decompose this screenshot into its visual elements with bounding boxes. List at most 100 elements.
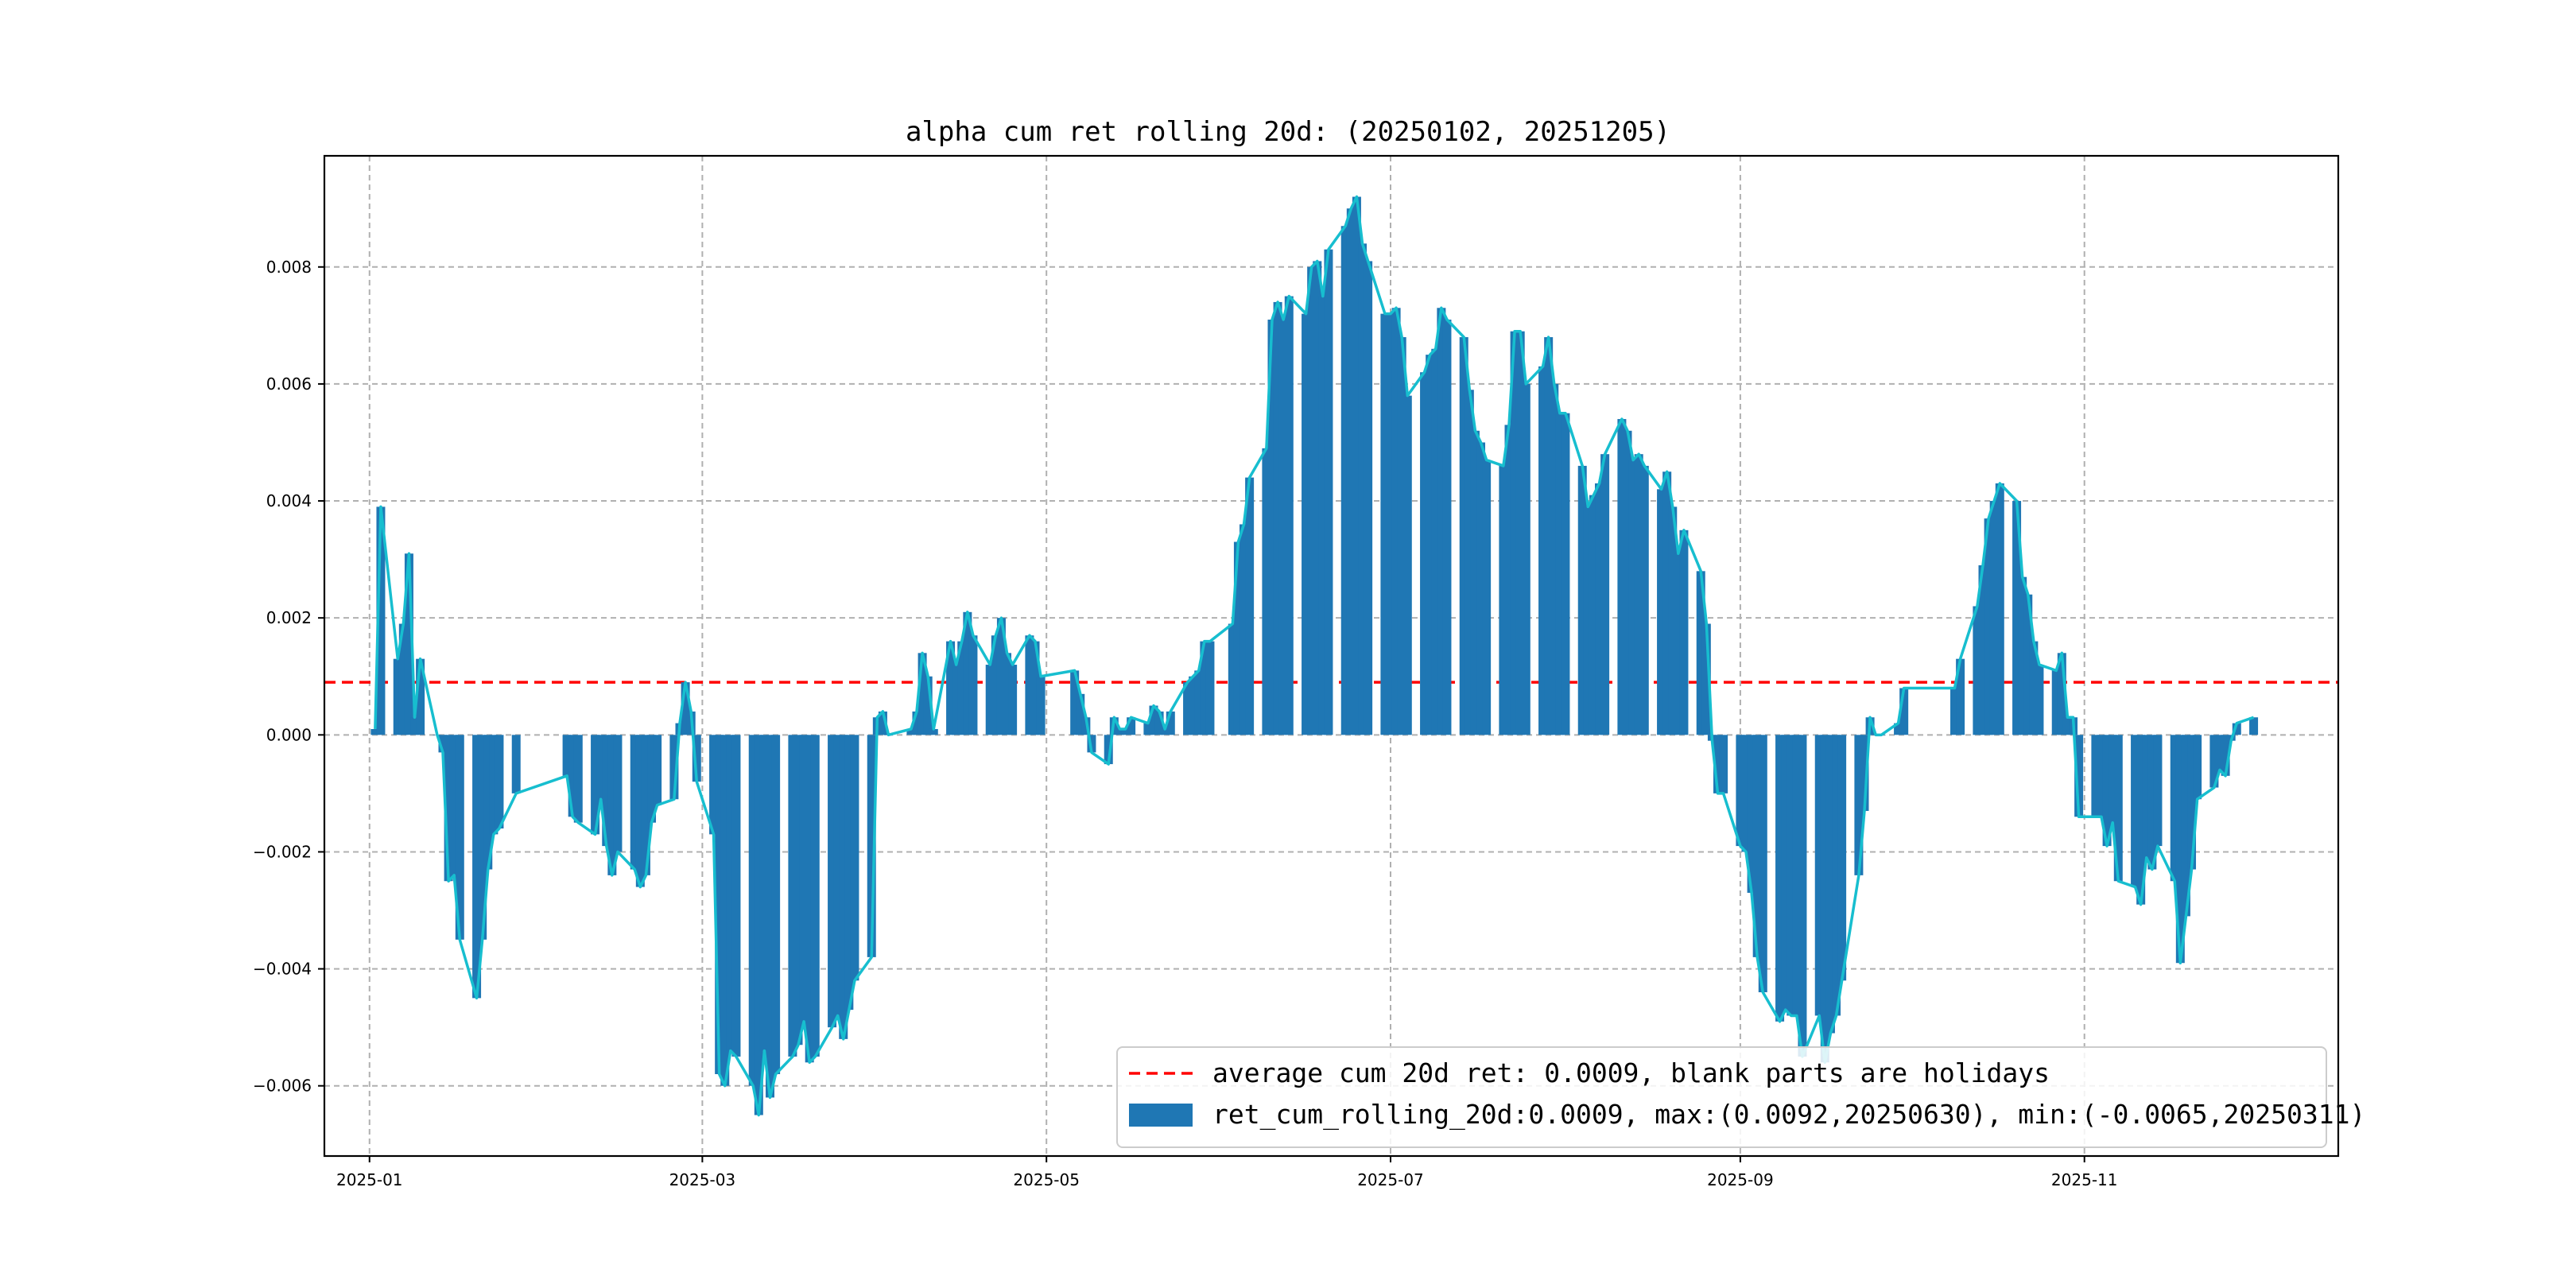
bar <box>1538 366 1548 735</box>
bar <box>596 735 606 800</box>
bar <box>1792 735 1802 1016</box>
bar <box>867 735 876 957</box>
bar <box>1030 641 1040 735</box>
bar <box>1583 506 1593 735</box>
bar <box>1499 465 1508 735</box>
bar <box>1577 465 1587 735</box>
bar <box>1364 261 1373 735</box>
y-tick-label: −0.004 <box>253 960 312 979</box>
bar <box>793 735 803 1046</box>
bar <box>1076 693 1085 735</box>
bar <box>511 735 521 793</box>
bar <box>1397 337 1406 735</box>
bar <box>393 658 402 735</box>
bar <box>1267 319 1277 735</box>
plot-frame <box>323 154 2340 1158</box>
bar <box>1307 266 1317 735</box>
bar <box>1115 728 1124 735</box>
bar <box>1340 226 1350 735</box>
bar <box>1679 530 1689 735</box>
y-tick-label: −0.006 <box>253 1077 312 1096</box>
bar <box>370 728 380 735</box>
bar <box>963 611 972 735</box>
bar <box>2181 735 2190 917</box>
bar <box>748 735 758 1086</box>
bar <box>1899 688 1909 735</box>
bar <box>1989 501 1999 735</box>
bar <box>2136 735 2146 905</box>
bar <box>1600 454 1610 735</box>
bar <box>912 711 921 735</box>
bar <box>839 735 848 1039</box>
bar <box>754 735 763 1115</box>
bar <box>1696 571 1705 735</box>
bar <box>1950 688 1960 735</box>
bar <box>1995 483 2004 735</box>
bar <box>715 735 724 1075</box>
bar <box>1504 425 1514 735</box>
bar <box>1758 735 1767 993</box>
bar <box>1674 553 1683 735</box>
bar <box>1233 541 1243 735</box>
bar <box>1854 735 1864 875</box>
y-tick-label: 0.006 <box>266 374 312 394</box>
bar <box>2102 735 2112 847</box>
bar <box>1143 723 1153 735</box>
bar <box>766 735 775 1098</box>
bar <box>398 623 408 735</box>
bar <box>1555 413 1565 735</box>
bar <box>444 735 453 882</box>
bar <box>1104 735 1113 765</box>
bar <box>2131 735 2140 887</box>
x-tick-label: 2025-05 <box>1013 1170 1080 1189</box>
bar <box>957 641 967 735</box>
bar <box>2249 717 2259 735</box>
bar <box>1302 313 1311 735</box>
bar <box>1352 196 1361 735</box>
bar <box>996 618 1006 735</box>
bar <box>929 728 938 735</box>
bar <box>2153 735 2163 847</box>
bar <box>1431 348 1441 735</box>
bar <box>1832 735 1841 1016</box>
bar <box>1324 249 1333 735</box>
bar <box>2175 735 2185 964</box>
bar <box>1205 641 1215 735</box>
bar <box>2108 735 2117 823</box>
bar <box>573 735 583 823</box>
bar <box>1825 735 1835 1034</box>
bar <box>1747 735 1756 893</box>
bar <box>2170 735 2179 882</box>
bar <box>1025 635 1034 735</box>
bar <box>1346 208 1356 735</box>
bar <box>1358 243 1368 735</box>
y-tick-label: −0.002 <box>253 842 312 861</box>
bar <box>844 735 854 1011</box>
bar <box>1628 460 1638 735</box>
bar <box>2147 735 2157 870</box>
bar <box>641 735 650 875</box>
bar <box>1284 296 1294 735</box>
bar <box>478 735 487 940</box>
bar <box>1420 372 1430 735</box>
bar <box>1775 735 1785 1022</box>
bar <box>1814 735 1824 1016</box>
bar <box>472 735 482 999</box>
bar <box>726 735 735 1051</box>
bar <box>799 735 809 1022</box>
bar <box>2209 735 2219 788</box>
bar <box>1515 331 1525 735</box>
bar <box>771 735 781 1075</box>
bar <box>1386 313 1395 735</box>
y-tick-label: 0.000 <box>266 725 312 744</box>
bar <box>906 728 916 735</box>
bar <box>2193 735 2202 800</box>
bar <box>1127 717 1136 735</box>
bar <box>1459 337 1468 735</box>
bar <box>630 735 639 870</box>
bar <box>1160 728 1170 735</box>
bar <box>1318 296 1328 735</box>
bar <box>1973 606 1982 735</box>
